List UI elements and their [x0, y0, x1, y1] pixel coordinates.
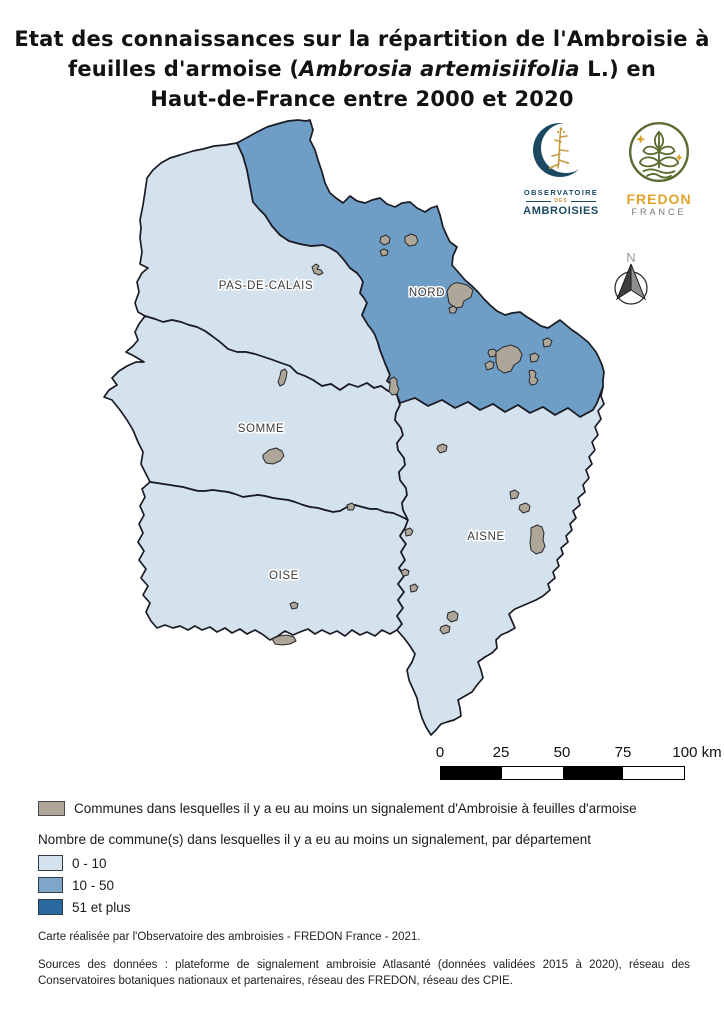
scale-segment-1: [441, 767, 502, 779]
label-somme: SOMME: [238, 423, 284, 435]
legend-communes-row: Communes dans lesquelles il y a eu au mo…: [38, 801, 698, 816]
title-species-italic: Ambrosia artemisiifolia: [299, 57, 580, 81]
north-label: N: [626, 250, 635, 265]
scale-bar: 0 25 50 75 100 km: [420, 744, 724, 788]
fredon-sparkles: [636, 134, 683, 162]
department-nord: [236, 119, 605, 418]
scale-label-0: 0: [435, 744, 445, 761]
page-title: Etat des connaissances sur la répartitio…: [0, 24, 724, 114]
scale-label-75: 75: [614, 744, 632, 761]
fredon-logo-mark: [629, 122, 689, 182]
legend-classes-heading: Nombre de commune(s) dans lesquelles il …: [38, 832, 592, 847]
legend: Communes dans lesquelles il y a eu au mo…: [38, 801, 698, 921]
commune-polygons: [262, 233, 553, 646]
ambrosia-sprig: [549, 127, 569, 169]
fredon-plant: [638, 130, 680, 179]
scale-segment-3: [562, 767, 624, 779]
sprig-seeds: [548, 127, 570, 170]
scale-label-50: 50: [553, 744, 571, 761]
title-line-1: Etat des connaissances sur la répartitio…: [14, 27, 710, 51]
fredon-logo-line1: FREDON: [626, 191, 692, 207]
class-swatch-0-10: [38, 855, 63, 871]
legend-communes-label: Communes dans lesquelles il y a eu au mo…: [74, 801, 637, 816]
department-aisne: [394, 386, 605, 736]
class-label-51-plus: 51 et plus: [72, 899, 131, 915]
scale-label-100km: 100 km: [672, 744, 722, 761]
scale-bar-segments: [440, 766, 685, 780]
observatoire-logo-mark: [533, 123, 591, 177]
north-arrow-right-half: [630, 263, 647, 301]
scale-segment-2: [501, 767, 563, 779]
credits-line: Carte réalisée par l'Observatoire des am…: [38, 931, 421, 943]
legend-class-row-1: 0 - 10: [38, 855, 698, 871]
observatoire-logo-line3: AMBROISIES: [523, 205, 599, 217]
class-swatch-51-plus: [38, 899, 63, 915]
north-arrow-left-half: [615, 263, 632, 301]
logo-observatoire-ambroisies: OBSERVATOIRE DES AMBROISIES: [516, 120, 606, 217]
scale-segment-4: [623, 767, 684, 779]
label-oise: OISE: [269, 570, 299, 582]
class-label-10-50: 10 - 50: [72, 877, 115, 893]
logos: OBSERVATOIRE DES AMBROISIES: [516, 120, 704, 217]
legend-class-row-3: 51 et plus: [38, 899, 698, 915]
north-arrow: N: [614, 250, 648, 305]
title-line-2: feuilles d'armoise (Ambrosia artemisiifo…: [68, 57, 656, 81]
legend-class-row-2: 10 - 50: [38, 877, 698, 893]
label-nord: NORD: [409, 287, 445, 299]
commune-swatch: [38, 801, 65, 816]
title-line-3: Haut-de-France entre 2000 et 2020: [150, 87, 574, 111]
observatoire-logo-line1: OBSERVATOIRE: [523, 188, 599, 197]
sources-paragraph: Sources des données : plateforme de sign…: [38, 959, 690, 987]
scale-label-25: 25: [492, 744, 510, 761]
label-aisne: AISNE: [467, 531, 505, 543]
label-pas-de-calais: PAS-DE-CALAIS: [219, 280, 314, 292]
logo-fredon-france: FREDON FRANCE: [614, 120, 704, 217]
class-swatch-10-50: [38, 877, 63, 893]
fredon-logo-line2: FRANCE: [631, 207, 687, 217]
class-label-0-10: 0 - 10: [72, 855, 107, 871]
observatoire-logo-line2: DES: [526, 198, 596, 204]
